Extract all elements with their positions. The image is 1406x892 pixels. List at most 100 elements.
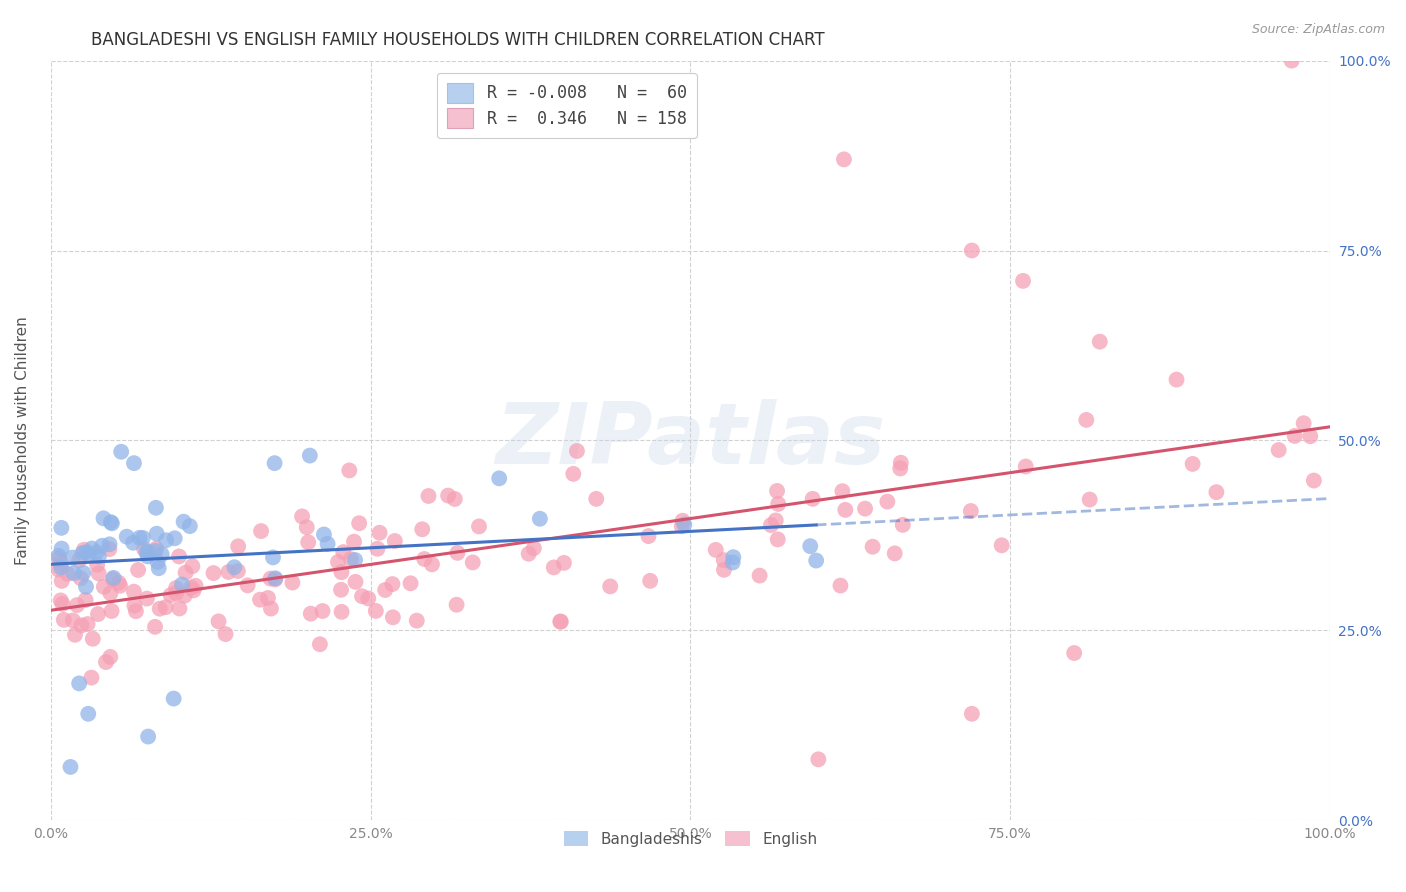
Point bbox=[1299, 429, 1322, 443]
Point bbox=[149, 601, 172, 615]
Point bbox=[180, 581, 202, 595]
Point bbox=[173, 589, 195, 603]
Point bbox=[170, 577, 193, 591]
Point bbox=[67, 676, 90, 690]
Point bbox=[59, 760, 82, 774]
Point bbox=[990, 538, 1012, 552]
Point bbox=[226, 564, 249, 578]
Point bbox=[263, 456, 285, 470]
Point bbox=[1302, 474, 1324, 488]
Point bbox=[62, 550, 84, 565]
Point bbox=[673, 517, 696, 532]
Legend: Bangladeshis, English: Bangladeshis, English bbox=[557, 823, 825, 855]
Point bbox=[236, 578, 259, 592]
Point bbox=[103, 571, 125, 585]
Point bbox=[174, 566, 197, 580]
Point bbox=[143, 544, 166, 558]
Point bbox=[91, 539, 114, 553]
Point bbox=[309, 637, 332, 651]
Point bbox=[347, 516, 370, 531]
Point bbox=[1012, 274, 1035, 288]
Text: Source: ZipAtlas.com: Source: ZipAtlas.com bbox=[1251, 23, 1385, 37]
Point bbox=[298, 449, 321, 463]
Point bbox=[357, 591, 380, 606]
Point bbox=[135, 545, 157, 559]
Point bbox=[87, 566, 110, 581]
Point bbox=[713, 563, 735, 577]
Point bbox=[316, 537, 339, 551]
Point bbox=[638, 574, 661, 588]
Point bbox=[413, 552, 436, 566]
Point bbox=[830, 578, 852, 592]
Point bbox=[110, 444, 132, 458]
Point bbox=[98, 542, 121, 557]
Point bbox=[264, 571, 287, 585]
Point bbox=[207, 615, 229, 629]
Point bbox=[86, 558, 108, 572]
Point bbox=[960, 244, 983, 258]
Point bbox=[704, 542, 727, 557]
Point bbox=[124, 599, 146, 613]
Point bbox=[721, 556, 744, 570]
Point bbox=[295, 520, 318, 534]
Point bbox=[1267, 443, 1289, 458]
Point bbox=[291, 509, 314, 524]
Point bbox=[312, 527, 335, 541]
Point bbox=[66, 598, 89, 612]
Point bbox=[163, 691, 186, 706]
Point bbox=[173, 515, 195, 529]
Point bbox=[62, 614, 84, 628]
Point bbox=[122, 584, 145, 599]
Point bbox=[405, 614, 427, 628]
Point bbox=[748, 568, 770, 582]
Point bbox=[87, 607, 110, 621]
Point bbox=[76, 617, 98, 632]
Point bbox=[183, 583, 205, 598]
Point bbox=[51, 597, 73, 611]
Point bbox=[184, 579, 207, 593]
Point bbox=[115, 530, 138, 544]
Point bbox=[69, 571, 91, 585]
Point bbox=[94, 655, 117, 669]
Point bbox=[411, 522, 433, 536]
Y-axis label: Family Households with Children: Family Households with Children bbox=[15, 316, 30, 565]
Point bbox=[766, 483, 789, 498]
Point bbox=[48, 562, 70, 576]
Point bbox=[374, 582, 396, 597]
Point bbox=[766, 533, 789, 547]
Point bbox=[145, 526, 167, 541]
Point bbox=[832, 153, 855, 167]
Point bbox=[529, 512, 551, 526]
Point bbox=[49, 593, 72, 607]
Point bbox=[801, 491, 824, 506]
Point bbox=[250, 524, 273, 538]
Point bbox=[179, 519, 201, 533]
Point bbox=[145, 541, 167, 556]
Point bbox=[1292, 416, 1315, 430]
Point bbox=[169, 601, 191, 615]
Point bbox=[368, 525, 391, 540]
Point bbox=[366, 541, 388, 556]
Point bbox=[264, 573, 287, 587]
Point bbox=[226, 539, 249, 553]
Point bbox=[1078, 492, 1101, 507]
Point bbox=[93, 580, 115, 594]
Point bbox=[127, 563, 149, 577]
Point bbox=[136, 549, 159, 564]
Text: BANGLADESHI VS ENGLISH FAMILY HOUSEHOLDS WITH CHILDREN CORRELATION CHART: BANGLADESHI VS ENGLISH FAMILY HOUSEHOLDS… bbox=[91, 31, 825, 49]
Point bbox=[381, 577, 404, 591]
Point bbox=[80, 541, 103, 556]
Point bbox=[67, 553, 90, 567]
Point bbox=[281, 575, 304, 590]
Point bbox=[891, 517, 914, 532]
Point bbox=[1205, 485, 1227, 500]
Point bbox=[73, 542, 96, 557]
Point bbox=[48, 551, 70, 566]
Point bbox=[100, 586, 122, 600]
Point bbox=[337, 463, 360, 477]
Point bbox=[259, 572, 281, 586]
Point bbox=[52, 613, 75, 627]
Point bbox=[136, 545, 159, 559]
Point bbox=[48, 549, 70, 563]
Point bbox=[671, 519, 693, 533]
